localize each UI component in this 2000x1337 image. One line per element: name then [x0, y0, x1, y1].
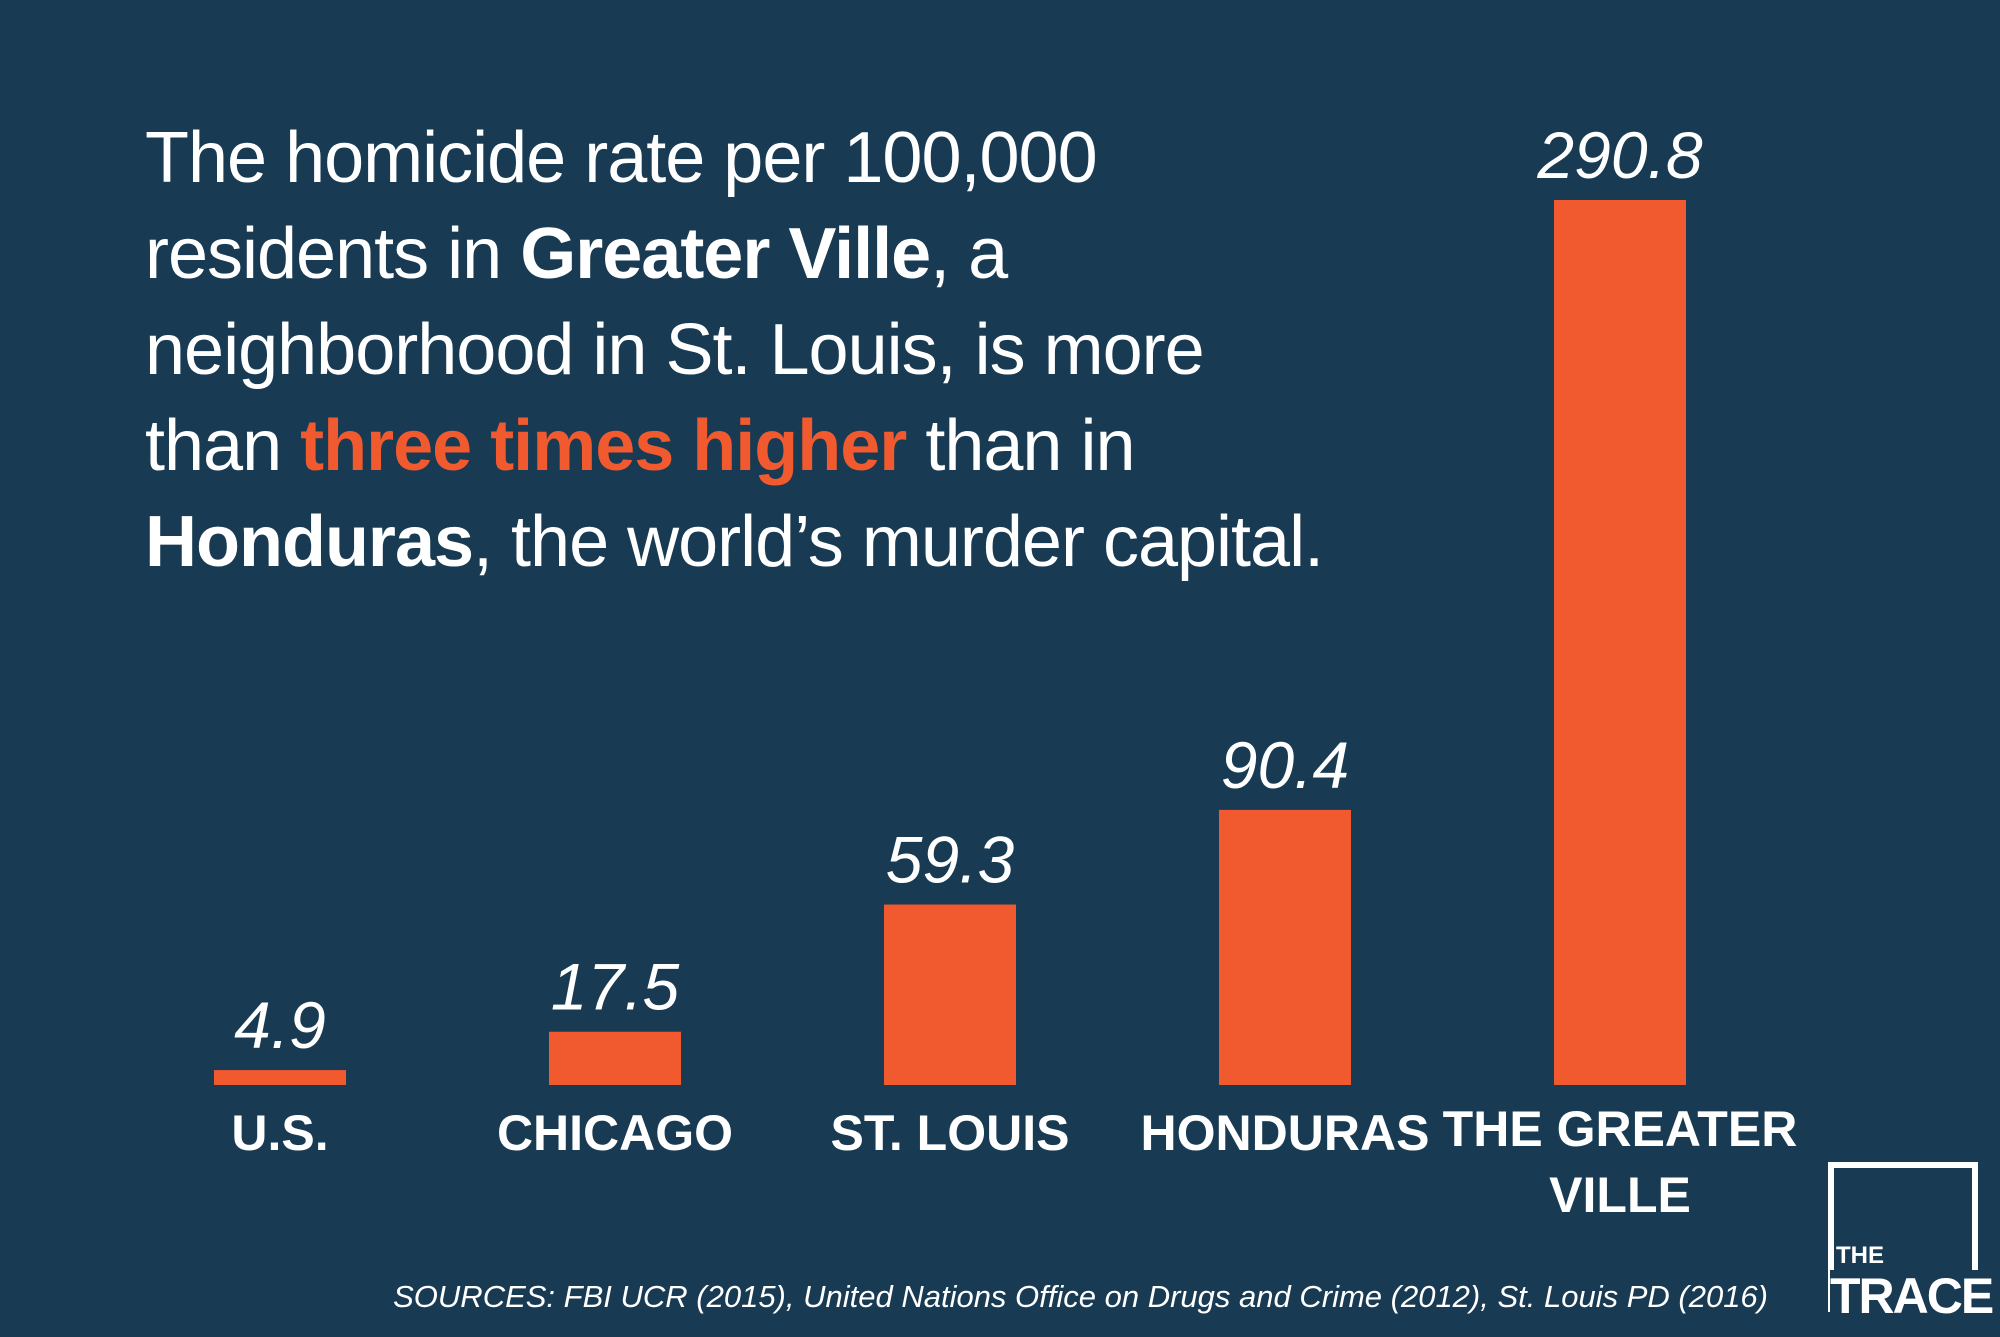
value-label-st-louis: 59.3 — [886, 823, 1015, 897]
value-label-the-greater-ville: 290.8 — [1536, 118, 1702, 192]
value-label-honduras: 90.4 — [1221, 728, 1349, 802]
category-label-honduras: HONDURAS — [1141, 1105, 1430, 1161]
bar-chicago — [549, 1031, 681, 1085]
bar-st-louis — [884, 904, 1016, 1085]
headline-line-5: Honduras, the world’s murder capital. — [145, 494, 1345, 590]
headline-highlight: three times higher — [300, 406, 907, 486]
category-label-st-louis: ST. LOUIS — [831, 1105, 1070, 1161]
headline-text: than in — [906, 406, 1135, 486]
bar-u-s — [214, 1070, 346, 1085]
category-label-u-s: U.S. — [231, 1105, 328, 1161]
headline-bold-honduras: Honduras — [145, 502, 474, 582]
logo-frame — [1828, 1162, 1978, 1312]
headline-line-3: neighborhood in St. Louis, is more — [145, 310, 1205, 390]
bar-the-greater-ville — [1554, 200, 1686, 1085]
logo-the-text: THE — [1834, 1242, 1886, 1269]
headline-text: , a — [930, 214, 1008, 294]
headline: The homicide rate per 100,000 residents … — [145, 110, 1345, 590]
headline-bold-greater-ville: Greater Ville — [520, 214, 931, 294]
headline-text: , the world’s murder capital. — [473, 502, 1324, 582]
value-label-u-s: 4.9 — [234, 988, 326, 1062]
category-label-the-greater-ville: THE GREATER VILLE — [1443, 1101, 1798, 1223]
headline-line-4: than three times higher than in — [145, 398, 1345, 494]
headline-text: than — [145, 406, 301, 486]
source-note: SOURCES: FBI UCR (2015), United Nations … — [393, 1279, 1768, 1314]
the-trace-logo: THE TRACE — [1828, 1162, 1997, 1322]
bar-honduras — [1219, 809, 1351, 1085]
logo-trace-text: TRACE — [1830, 1270, 1997, 1322]
headline-line-1: The homicide rate per 100,000 — [145, 118, 1098, 198]
headline-line-2: residents in Greater Ville, a — [145, 206, 1345, 302]
category-label-chicago: CHICAGO — [497, 1105, 733, 1161]
value-label-chicago: 17.5 — [551, 950, 680, 1024]
headline-text: residents in — [145, 214, 521, 294]
